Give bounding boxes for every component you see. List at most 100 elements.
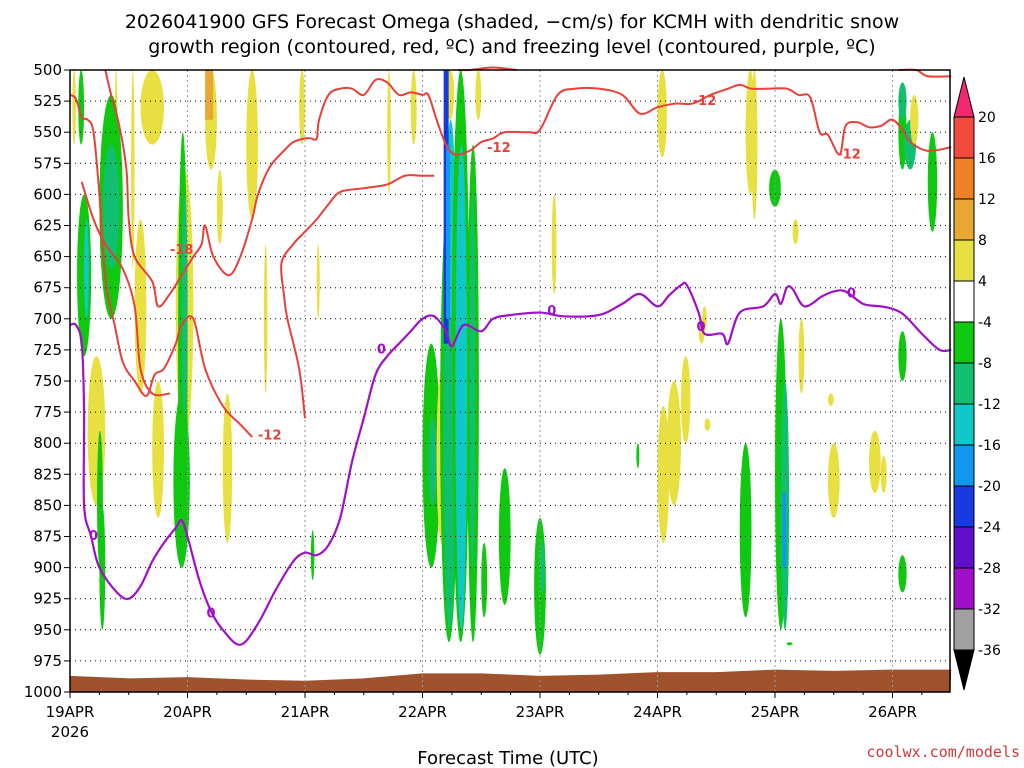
omega-cell — [78, 70, 85, 145]
colorbar-top-arrow — [953, 76, 975, 118]
omega-cell — [475, 70, 482, 120]
colorbar-segment — [953, 198, 975, 241]
omega-cell — [739, 443, 752, 618]
omega-cell — [898, 331, 907, 381]
credit-text: coolwx.com/models — [866, 743, 1020, 761]
colorbar-label: -12 — [978, 397, 1001, 413]
freezing-label: 0 — [206, 606, 215, 621]
omega-cell — [751, 70, 758, 220]
y-tick-label: 900 — [33, 559, 62, 577]
colorbar-label: 4 — [978, 274, 987, 290]
dgz-contour-1 — [104, 69, 952, 308]
omega-cell — [869, 430, 881, 493]
dgz-label: -18 — [170, 243, 194, 258]
x-tick-label: 23APR — [516, 703, 565, 721]
omega-cell — [410, 70, 417, 145]
ground-terrain — [70, 669, 952, 692]
colorbar-label: 16 — [978, 151, 996, 167]
y-tick-label: 750 — [33, 372, 62, 390]
freezing-label: 0 — [547, 304, 556, 319]
omega-cell — [657, 70, 667, 158]
y-tick-label: 850 — [33, 496, 62, 514]
y-tick-label: 625 — [33, 217, 62, 235]
omega-cell — [827, 393, 834, 406]
x-tick-label: 19APR — [46, 703, 95, 721]
omega-cell — [84, 219, 89, 319]
x-axis-label: Forecast Time (UTC) — [417, 748, 598, 768]
colorbar-segment — [953, 239, 975, 282]
colorbar-segment — [953, 526, 975, 569]
colorbar-label: 12 — [978, 192, 996, 208]
x-tick-label: 21APR — [281, 703, 330, 721]
colorbar-label: -20 — [978, 479, 1001, 495]
x-tick-sublabel: 2026 — [51, 723, 89, 741]
colorbar-segment — [953, 116, 975, 159]
x-axis: 19APR 2026 20APR 21APR 22APR 23APR 24APR 25APR 2… — [46, 692, 923, 741]
y-tick-label: 800 — [33, 434, 62, 452]
y-tick-label: 775 — [33, 403, 62, 421]
colorbar-segment — [953, 280, 975, 323]
omega-cell — [898, 82, 907, 120]
colorbar-label: -32 — [978, 602, 1001, 618]
y-axis: 500 525 550 575 600 625 650 675 700 725 750 775 800 8… — [24, 61, 70, 701]
dgz-label: -12 — [837, 147, 861, 162]
freezing-label: 0 — [847, 287, 856, 302]
x-tick-label: 20APR — [163, 703, 212, 721]
dgz-contour-3 — [280, 174, 435, 419]
dgz-label: -12 — [258, 428, 282, 443]
omega-cell — [704, 418, 711, 431]
omega-cell — [387, 70, 391, 195]
y-tick-label: 550 — [33, 123, 62, 141]
colorbar-segment — [953, 362, 975, 405]
y-tick-label: 575 — [33, 154, 62, 172]
omega-cell — [880, 455, 887, 493]
omega-cell — [205, 70, 214, 120]
omega-cell — [216, 169, 223, 245]
omega-cell — [910, 94, 919, 145]
omega-cell — [782, 492, 787, 568]
chart-title-line2: growth region (contoured, red, ºC) and f… — [148, 36, 875, 58]
omega-cell — [481, 542, 488, 618]
omega-cell — [551, 194, 557, 294]
omega-cell — [657, 405, 670, 543]
y-tick-label: 950 — [33, 621, 62, 639]
y-tick-label: 500 — [33, 61, 62, 79]
colorbar-segment — [953, 485, 975, 528]
omega-cell — [798, 318, 805, 394]
omega-cell — [316, 244, 320, 319]
colorbar-label: -24 — [978, 520, 1001, 536]
omega-cell — [769, 169, 781, 207]
dgz-contour-0 — [69, 93, 253, 438]
omega-cell — [131, 70, 135, 270]
x-tick-label: 26APR — [868, 703, 917, 721]
y-tick-label: 725 — [33, 341, 62, 359]
y-tick-label: 675 — [33, 279, 62, 297]
omega-cell — [666, 381, 681, 506]
y-tick-label: 875 — [33, 528, 62, 546]
omega-cell — [540, 542, 545, 593]
grid-lines — [70, 70, 950, 692]
y-tick-label: 925 — [33, 590, 62, 608]
omega-cell — [428, 418, 437, 506]
colorbar: 20 16 12 8 4 -4 -8 -12 -16 -20 -24 -28 -32 -36 — [953, 76, 1001, 691]
omega-cell — [246, 70, 258, 220]
freezing-label: 0 — [89, 529, 98, 544]
y-tick-label: 650 — [33, 248, 62, 266]
dgz-label: -12 — [693, 94, 717, 109]
omega-cell — [636, 443, 640, 469]
colorbar-label: -28 — [978, 561, 1001, 577]
omega-cell — [681, 356, 691, 444]
omega-cell — [455, 144, 468, 630]
freezing-level-contour — [69, 281, 952, 646]
omega-cell — [898, 555, 907, 593]
omega-cell — [181, 194, 188, 419]
omega-cell — [72, 70, 76, 145]
omega-cell — [446, 144, 450, 319]
chart-title-line1: 2026041900 GFS Forecast Omega (shaded, −… — [125, 11, 899, 33]
colorbar-label: -8 — [978, 356, 992, 372]
omega-cell — [102, 144, 120, 270]
freezing-label: 0 — [377, 343, 386, 358]
y-tick-label: 825 — [33, 465, 62, 483]
colorbar-segment — [953, 608, 975, 651]
